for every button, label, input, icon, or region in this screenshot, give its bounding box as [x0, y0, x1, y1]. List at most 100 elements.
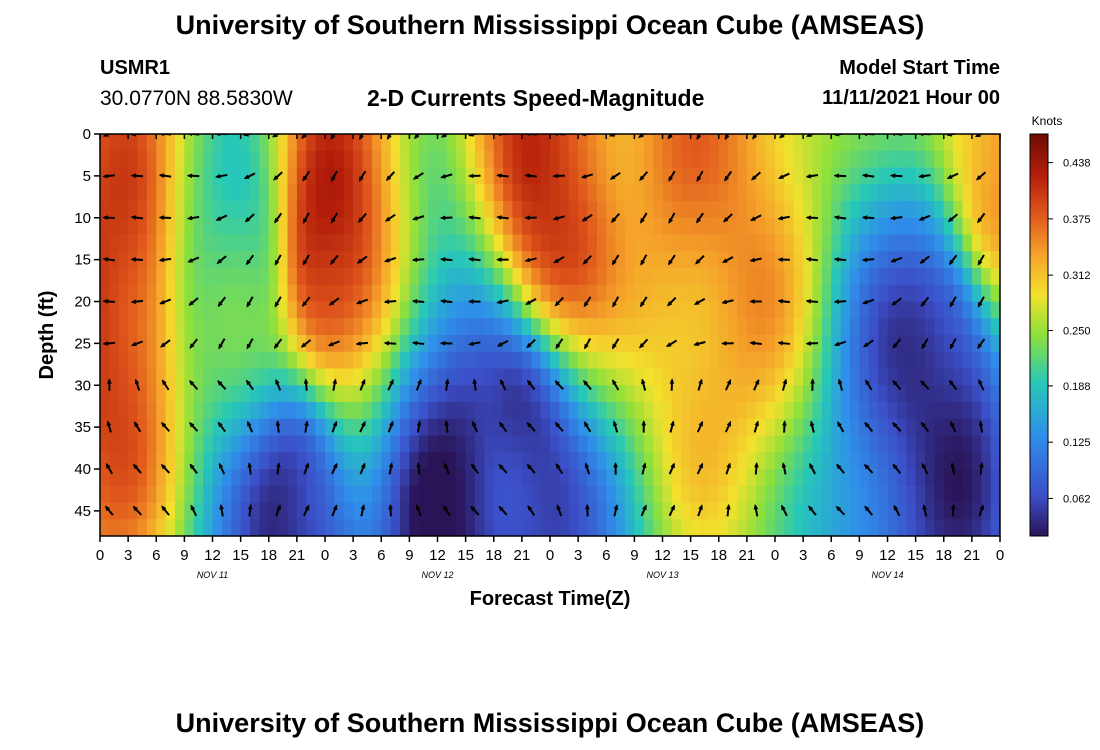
heat-cell	[343, 201, 354, 219]
heat-cell	[756, 217, 767, 236]
heat-cell	[156, 519, 167, 536]
heat-cell	[934, 184, 945, 202]
heat-cell	[109, 418, 120, 437]
heat-cell	[503, 519, 514, 536]
heat-cell	[803, 435, 814, 453]
heat-cell	[493, 268, 504, 286]
heat-cell	[943, 284, 954, 303]
heat-cell	[615, 184, 626, 202]
heat-cell	[381, 502, 392, 520]
heat-cell	[765, 284, 776, 303]
heat-cell	[906, 301, 917, 319]
heat-cell	[137, 150, 148, 169]
heat-cell	[465, 184, 476, 202]
heat-cell	[746, 150, 757, 169]
heat-cell	[981, 318, 992, 336]
heat-cell	[334, 502, 345, 520]
heat-cell	[278, 385, 289, 403]
heat-cell	[512, 268, 523, 286]
heat-cell	[803, 452, 814, 470]
heat-cell	[175, 402, 185, 420]
heat-cell	[409, 385, 420, 403]
heat-cell	[128, 402, 139, 420]
heat-cell	[521, 217, 532, 236]
heat-cell	[906, 351, 917, 370]
heat-cell	[868, 402, 879, 420]
heat-cell	[906, 469, 917, 487]
heat-cell	[287, 184, 298, 202]
vector-arrowhead	[302, 259, 308, 266]
vector-arrowhead	[782, 378, 788, 385]
heat-cell	[259, 435, 270, 453]
vector-arrowhead	[415, 504, 421, 511]
heat-cell	[943, 402, 954, 420]
heat-cell	[484, 318, 495, 336]
heat-cell	[456, 452, 467, 470]
heat-cell	[231, 469, 242, 487]
heat-cell	[343, 318, 354, 336]
vector-arrowhead	[861, 215, 868, 220]
heat-cell	[550, 402, 560, 420]
heat-cell	[700, 167, 710, 185]
heat-cell	[428, 318, 439, 336]
heat-cell	[287, 351, 298, 370]
heat-cell	[353, 167, 364, 185]
heat-cell	[278, 452, 289, 470]
vector-arrowhead	[442, 505, 448, 511]
heat-cell	[268, 385, 279, 403]
heat-cell	[128, 335, 139, 353]
heat-cell	[400, 351, 410, 370]
heat-cell	[287, 134, 298, 152]
heat-cell	[634, 502, 645, 520]
heat-cell	[334, 385, 345, 403]
heat-cell	[784, 351, 795, 370]
heat-cell	[690, 201, 701, 219]
heat-cell	[662, 268, 673, 286]
heat-cell	[437, 485, 448, 504]
heat-cell	[503, 368, 514, 386]
heat-cell	[718, 301, 729, 319]
heat-cell	[765, 268, 776, 286]
heat-cell	[700, 234, 710, 252]
heat-cell	[390, 418, 401, 437]
vector-arrowhead	[356, 258, 363, 264]
heat-cell	[906, 150, 917, 169]
heat-cell	[381, 435, 392, 453]
heat-cell	[859, 418, 870, 437]
heat-cell	[634, 452, 645, 470]
heat-cell	[550, 418, 560, 437]
heat-cell	[596, 301, 607, 319]
vector-arrowhead	[695, 259, 701, 265]
heat-cell	[503, 150, 514, 169]
heat-cell	[887, 435, 898, 453]
heat-cell	[728, 318, 739, 336]
heat-cell	[606, 201, 617, 219]
heat-cell	[418, 452, 429, 470]
heat-cell	[428, 469, 439, 487]
colorbar-tick-label: 0.062	[1063, 493, 1091, 505]
heat-cell	[859, 234, 870, 252]
heat-cell	[915, 452, 926, 470]
heat-cell	[484, 402, 495, 420]
vector-arrowhead	[186, 215, 193, 221]
heat-cell	[971, 351, 982, 370]
heat-cell	[381, 167, 392, 185]
heat-cell	[962, 150, 973, 169]
heat-cell	[250, 418, 260, 437]
heat-cell	[775, 435, 785, 453]
heat-cell	[550, 351, 560, 370]
vector-arrowhead	[921, 343, 927, 350]
heat-cell	[137, 402, 148, 420]
heat-cell	[578, 435, 589, 453]
heat-cell	[850, 519, 860, 536]
heat-cell	[287, 402, 298, 420]
heat-cell	[503, 385, 514, 403]
vector-arrowhead	[805, 341, 811, 346]
heat-cell	[371, 301, 382, 319]
heat-cell	[568, 402, 579, 420]
heat-cell	[887, 452, 898, 470]
vector-arrowhead	[498, 421, 505, 428]
heat-cell	[109, 502, 120, 520]
heat-cell	[550, 368, 560, 386]
vector-arrowhead	[246, 343, 252, 350]
